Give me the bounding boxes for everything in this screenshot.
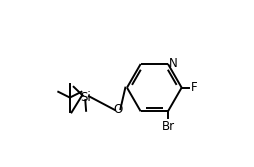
Text: Br: Br xyxy=(162,120,174,133)
Text: O: O xyxy=(113,103,122,116)
Text: F: F xyxy=(191,81,197,94)
Text: N: N xyxy=(169,57,178,70)
Text: Si: Si xyxy=(80,91,91,104)
